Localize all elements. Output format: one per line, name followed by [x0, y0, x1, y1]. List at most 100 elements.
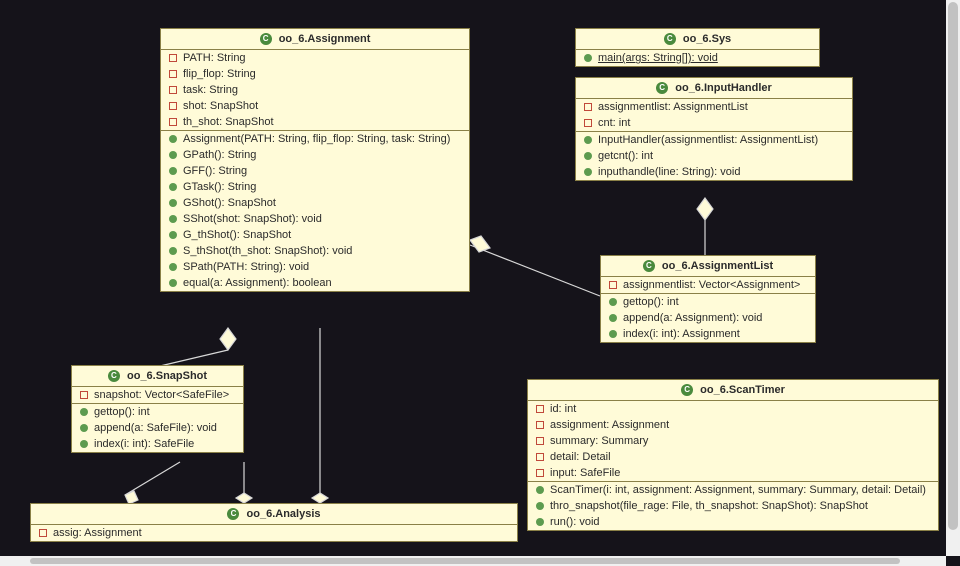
methods-section: gettop(): int append(a: SafeFile): void in…	[72, 404, 243, 452]
member-text: GShot(): SnapShot	[183, 197, 276, 209]
member-text: SPath(PATH: String): void	[183, 261, 309, 273]
public-icon	[609, 330, 617, 338]
private-icon	[169, 102, 177, 110]
member-text: SShot(shot: SnapShot): void	[183, 213, 322, 225]
public-icon	[536, 502, 544, 510]
member-row: gettop(): int	[72, 404, 243, 420]
class-icon: C	[681, 384, 693, 396]
member-text: append(a: SafeFile): void	[94, 422, 217, 434]
fields-section: snapshot: Vector<SafeFile>	[72, 387, 243, 404]
member-text: G_thShot(): SnapShot	[183, 229, 291, 241]
class-sys[interactable]: C oo_6.Sys main(args: String[]): void	[575, 28, 820, 67]
scrollbar-thumb[interactable]	[948, 2, 958, 530]
uml-canvas: C oo_6.Assignment PATH: Stringflip_flop:…	[0, 0, 940, 566]
member-text: summary: Summary	[550, 435, 648, 447]
member-text: snapshot: Vector<SafeFile>	[94, 389, 229, 401]
methods-section: InputHandler(assignmentlist: AssignmentL…	[576, 132, 852, 180]
public-icon	[169, 183, 177, 191]
member-row: shot: SnapShot	[161, 98, 469, 114]
public-icon	[80, 408, 88, 416]
class-title: C oo_6.SnapShot	[72, 366, 243, 387]
private-icon	[536, 469, 544, 477]
public-icon	[584, 168, 592, 176]
member-row: snapshot: Vector<SafeFile>	[72, 387, 243, 403]
class-assignmentlist[interactable]: C oo_6.AssignmentList assignmentlist: Ve…	[600, 255, 816, 343]
member-row: id: int	[528, 401, 938, 417]
member-text: assignmentlist: AssignmentList	[598, 101, 748, 113]
public-icon	[169, 263, 177, 271]
private-icon	[536, 405, 544, 413]
member-row: index(i: int): Assignment	[601, 326, 815, 342]
member-text: assig: Assignment	[53, 527, 142, 539]
member-row: S_thShot(th_shot: SnapShot): void	[161, 243, 469, 259]
class-scantimer[interactable]: C oo_6.ScanTimer id: int assignment: Assi…	[527, 379, 939, 531]
public-icon	[584, 54, 592, 62]
fields-section: PATH: String flip_flop: String task: Strin…	[161, 50, 469, 131]
public-icon	[169, 199, 177, 207]
member-text: getcnt(): int	[598, 150, 653, 162]
member-text: thro_snapshot(file_rage: File, th_snapsh…	[550, 500, 868, 512]
class-icon: C	[656, 82, 668, 94]
scrollbar-thumb[interactable]	[30, 558, 900, 564]
class-icon: C	[664, 33, 676, 45]
member-text: flip_flop: String	[183, 68, 256, 80]
member-text: detail: Detail	[550, 451, 611, 463]
member-row: th_shot: SnapShot	[161, 114, 469, 130]
member-text: index(i: int): Assignment	[623, 328, 740, 340]
member-row: detail: Detail	[528, 449, 938, 465]
class-assignment[interactable]: C oo_6.Assignment PATH: Stringflip_flop:…	[160, 28, 470, 292]
public-icon	[169, 231, 177, 239]
class-name: oo_6.SnapShot	[127, 370, 207, 382]
member-text: GPath(): String	[183, 149, 256, 161]
methods-section: ScanTimer(i: int, assignment: Assignment…	[528, 482, 938, 530]
member-text: task: String	[183, 84, 238, 96]
member-row: PATH: String	[161, 50, 469, 66]
member-text: th_shot: SnapShot	[183, 116, 274, 128]
public-icon	[609, 298, 617, 306]
member-text: id: int	[550, 403, 576, 415]
class-title: C oo_6.ScanTimer	[528, 380, 938, 401]
private-icon	[609, 281, 617, 289]
member-row: append(a: SafeFile): void	[72, 420, 243, 436]
member-row: thro_snapshot(file_rage: File, th_snapsh…	[528, 498, 938, 514]
member-text: S_thShot(th_shot: SnapShot): void	[183, 245, 352, 257]
private-icon	[169, 70, 177, 78]
methods-section: Assignment(PATH: String, flip_flop: Stri…	[161, 131, 469, 291]
class-title: C oo_6.Sys	[576, 29, 819, 50]
private-icon	[39, 529, 47, 537]
member-row: task: String	[161, 82, 469, 98]
member-text: GTask(): String	[183, 181, 256, 193]
class-title: C oo_6.InputHandler	[576, 78, 852, 99]
public-icon	[80, 424, 88, 432]
member-row: inputhandle(line: String): void	[576, 164, 852, 180]
private-icon	[169, 86, 177, 94]
member-row: assignmentlist: AssignmentList	[576, 99, 852, 115]
member-text: PATH: String	[183, 52, 246, 64]
member-row: summary: Summary	[528, 433, 938, 449]
fields-section: id: int assignment: Assignment summary: Su…	[528, 401, 938, 482]
member-text: inputhandle(line: String): void	[598, 166, 740, 178]
class-name: oo_6.ScanTimer	[700, 384, 785, 396]
class-icon: C	[643, 260, 655, 272]
member-row: GTask(): String	[161, 179, 469, 195]
member-text: main(args: String[]): void	[598, 52, 718, 64]
member-row: GPath(): String	[161, 147, 469, 163]
class-name: oo_6.InputHandler	[675, 82, 772, 94]
member-row: assignment: Assignment	[528, 417, 938, 433]
member-text: Assignment(PATH: String, flip_flop: Stri…	[183, 133, 450, 145]
member-row: equal(a: Assignment): boolean	[161, 275, 469, 291]
class-analysis[interactable]: C oo_6.Analysis assig: Assignment	[30, 503, 518, 542]
member-row: assig: Assignment	[31, 525, 517, 541]
class-icon: C	[227, 508, 239, 520]
member-text: InputHandler(assignmentlist: AssignmentL…	[598, 134, 818, 146]
member-text: index(i: int): SafeFile	[94, 438, 194, 450]
vertical-scrollbar[interactable]	[946, 0, 960, 556]
public-icon	[609, 314, 617, 322]
class-inputhandler[interactable]: C oo_6.InputHandler assignmentlist: Assi…	[575, 77, 853, 181]
fields-section: assig: Assignment	[31, 525, 517, 541]
horizontal-scrollbar[interactable]	[0, 556, 946, 566]
class-snapshot[interactable]: C oo_6.SnapShot snapshot: Vector<SafeFil…	[71, 365, 244, 453]
public-icon	[169, 167, 177, 175]
member-row: cnt: int	[576, 115, 852, 131]
public-icon	[80, 440, 88, 448]
